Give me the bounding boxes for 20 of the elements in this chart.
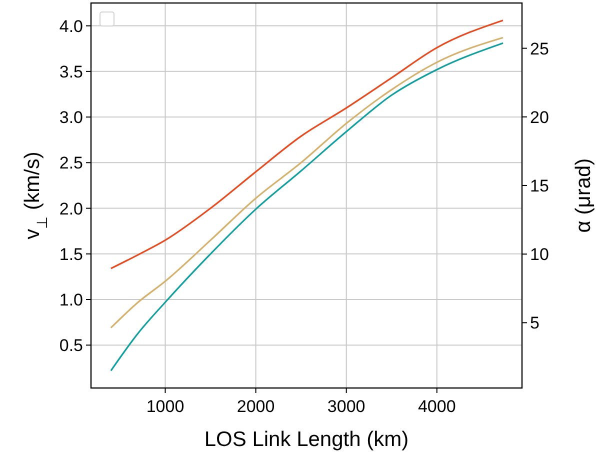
x-tick-label: 2000	[236, 397, 275, 416]
y-tick-label: 3.5	[59, 62, 83, 82]
x-axis-title: LOS Link Length (km)	[204, 428, 409, 451]
y2-tick-label: 5	[530, 314, 540, 333]
y2-axis-title: α (μrad)	[572, 158, 595, 233]
y2-tick-label: 25	[530, 39, 549, 58]
y-tick-label: 4.0	[59, 16, 83, 36]
y-tick-label: 0.5	[59, 336, 83, 356]
x-tick-label: 3000	[327, 397, 366, 416]
y-tick-label: 3.0	[59, 108, 83, 128]
y-tick-label: 2.0	[59, 199, 83, 218]
y2-tick-label: 10	[530, 245, 549, 264]
y2-tick-label: 20	[530, 108, 549, 127]
y-tick-label: 1.5	[59, 244, 83, 264]
y2-tick-label: 15	[530, 176, 549, 196]
x-tick-label: 1000	[146, 397, 184, 416]
y-tick-label: 2.5	[59, 154, 83, 173]
x-tick-label: 4000	[418, 397, 456, 416]
y-tick-label: 1.0	[59, 290, 83, 310]
line-series	[110, 20, 504, 270]
